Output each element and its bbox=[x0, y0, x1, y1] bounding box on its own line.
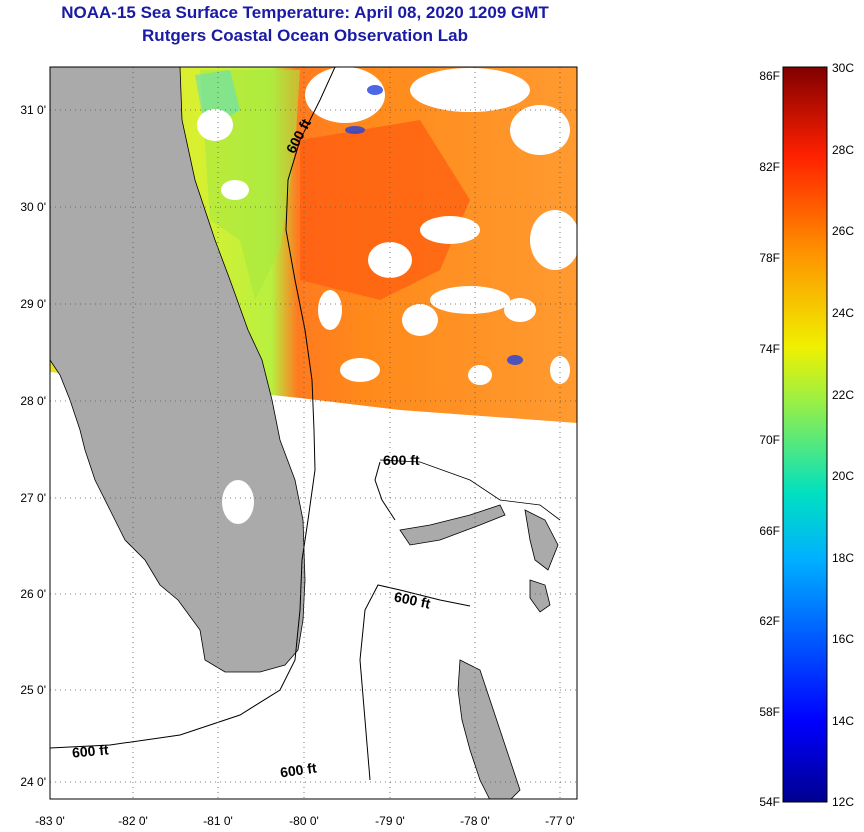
map-subtitle: Rutgers Coastal Ocean Observation Lab bbox=[142, 26, 468, 45]
contour-600ft-bahamas bbox=[359, 584, 471, 781]
lat-label: 25 0' bbox=[20, 683, 46, 697]
colorbar-c-label: 16C bbox=[832, 632, 855, 646]
lat-label: 31 0' bbox=[20, 103, 46, 117]
contour-600ft bbox=[50, 67, 336, 749]
lon-label: -83 0' bbox=[35, 814, 65, 828]
colorbar-f-label: 82F bbox=[759, 160, 780, 174]
contour-label-2: 600 ft bbox=[383, 452, 420, 468]
colorbar-c-label: 30C bbox=[832, 61, 855, 75]
colorbar-f-label: 54F bbox=[759, 795, 780, 809]
lat-label: 30 0' bbox=[20, 200, 46, 214]
map-frame bbox=[49, 66, 578, 800]
andros bbox=[529, 579, 551, 613]
lon-label: -77 0' bbox=[545, 814, 575, 828]
lat-label: 28 0' bbox=[20, 394, 46, 408]
lon-label: -79 0' bbox=[375, 814, 405, 828]
colorbar-c-label: 12C bbox=[832, 795, 855, 809]
colorbar-c-label: 24C bbox=[832, 306, 855, 320]
colorbar-c-label: 20C bbox=[832, 469, 855, 483]
colorbar-f-label: 62F bbox=[759, 614, 780, 628]
colorbar-f-label: 78F bbox=[759, 251, 780, 265]
contour-label-4: 600 ft bbox=[71, 741, 110, 761]
colorbar bbox=[782, 66, 828, 803]
colorbar-f-label: 70F bbox=[759, 433, 780, 447]
lat-label: 26 0' bbox=[20, 587, 46, 601]
map-title: NOAA-15 Sea Surface Temperature: April 0… bbox=[61, 3, 549, 22]
contour-600ft-north bbox=[374, 461, 396, 521]
colorbar-c-label: 18C bbox=[832, 551, 855, 565]
bahama-bank bbox=[379, 459, 561, 521]
colorbar-f-label: 66F bbox=[759, 524, 780, 538]
lat-label: 24 0' bbox=[20, 775, 46, 789]
sst-warm-core bbox=[300, 120, 470, 300]
lon-label: -78 0' bbox=[460, 814, 490, 828]
colorbar-f-label: 86F bbox=[759, 69, 780, 83]
colorbar-f-label: 74F bbox=[759, 342, 780, 356]
lon-label: -82 0' bbox=[118, 814, 148, 828]
abaco bbox=[524, 509, 559, 571]
lon-label: -81 0' bbox=[203, 814, 233, 828]
cloud-gaps bbox=[197, 67, 577, 385]
lat-label: 27 0' bbox=[20, 491, 46, 505]
lat-label: 29 0' bbox=[20, 297, 46, 311]
colorbar-f-label: 58F bbox=[759, 705, 780, 719]
grand-bahama bbox=[399, 504, 506, 546]
colorbar-c-label: 14C bbox=[832, 714, 855, 728]
colorbar-c-label: 26C bbox=[832, 224, 855, 238]
lon-label: -80 0' bbox=[289, 814, 319, 828]
cuba-land bbox=[457, 659, 521, 799]
colorbar-c-label: 28C bbox=[832, 143, 855, 157]
colorbar-c-label: 22C bbox=[832, 388, 855, 402]
grid-lines bbox=[50, 67, 577, 799]
cool-patches bbox=[345, 85, 523, 365]
lake-okeechobee bbox=[222, 480, 254, 524]
